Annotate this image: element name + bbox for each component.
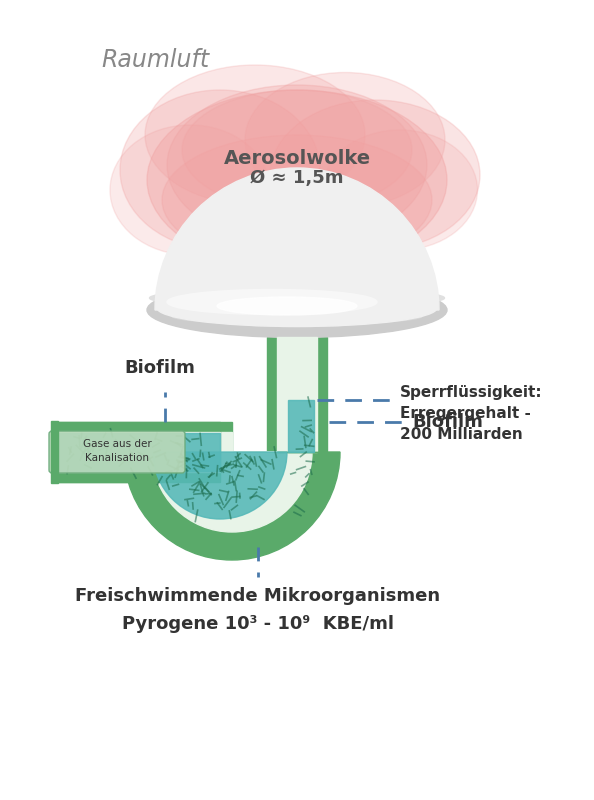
Polygon shape <box>57 432 232 472</box>
Ellipse shape <box>182 90 412 210</box>
Wedge shape <box>152 452 288 520</box>
Wedge shape <box>124 452 340 560</box>
FancyBboxPatch shape <box>49 431 185 473</box>
Text: Freischwimmende Mikroorganismen: Freischwimmende Mikroorganismen <box>75 587 441 605</box>
Ellipse shape <box>270 100 480 250</box>
Wedge shape <box>152 452 312 532</box>
Ellipse shape <box>120 90 320 250</box>
Wedge shape <box>155 168 439 310</box>
Ellipse shape <box>167 85 427 245</box>
Ellipse shape <box>147 90 447 270</box>
Ellipse shape <box>162 135 432 265</box>
Ellipse shape <box>147 282 447 338</box>
Polygon shape <box>55 422 220 482</box>
Polygon shape <box>267 337 327 452</box>
Text: Aerosolwolke: Aerosolwolke <box>223 149 371 167</box>
Text: Raumluft: Raumluft <box>101 48 209 72</box>
Wedge shape <box>153 452 287 519</box>
Text: Biofilm: Biofilm <box>412 413 483 431</box>
Text: Biofilm: Biofilm <box>125 359 195 377</box>
Ellipse shape <box>150 288 444 308</box>
Polygon shape <box>288 400 314 452</box>
Polygon shape <box>55 422 232 482</box>
Ellipse shape <box>157 283 437 326</box>
Ellipse shape <box>110 125 270 255</box>
Ellipse shape <box>245 73 445 207</box>
Text: Pyrogene 10³ - 10⁹  KBE/ml: Pyrogene 10³ - 10⁹ KBE/ml <box>122 615 394 633</box>
Ellipse shape <box>167 290 377 314</box>
Ellipse shape <box>217 297 357 315</box>
Ellipse shape <box>157 290 437 326</box>
Polygon shape <box>57 432 220 472</box>
Text: Sperrflüssigkeit:
Erregergehalt -
200 Milliarden: Sperrflüssigkeit: Erregergehalt - 200 Mi… <box>400 385 543 442</box>
Ellipse shape <box>145 65 365 205</box>
Ellipse shape <box>323 130 478 250</box>
Polygon shape <box>51 421 58 483</box>
Text: Ø ≈ 1,5m: Ø ≈ 1,5m <box>250 169 344 187</box>
Text: Gase aus der
Kanalisation: Gase aus der Kanalisation <box>83 439 151 463</box>
Polygon shape <box>58 433 220 471</box>
Polygon shape <box>277 337 317 452</box>
Wedge shape <box>125 452 315 547</box>
